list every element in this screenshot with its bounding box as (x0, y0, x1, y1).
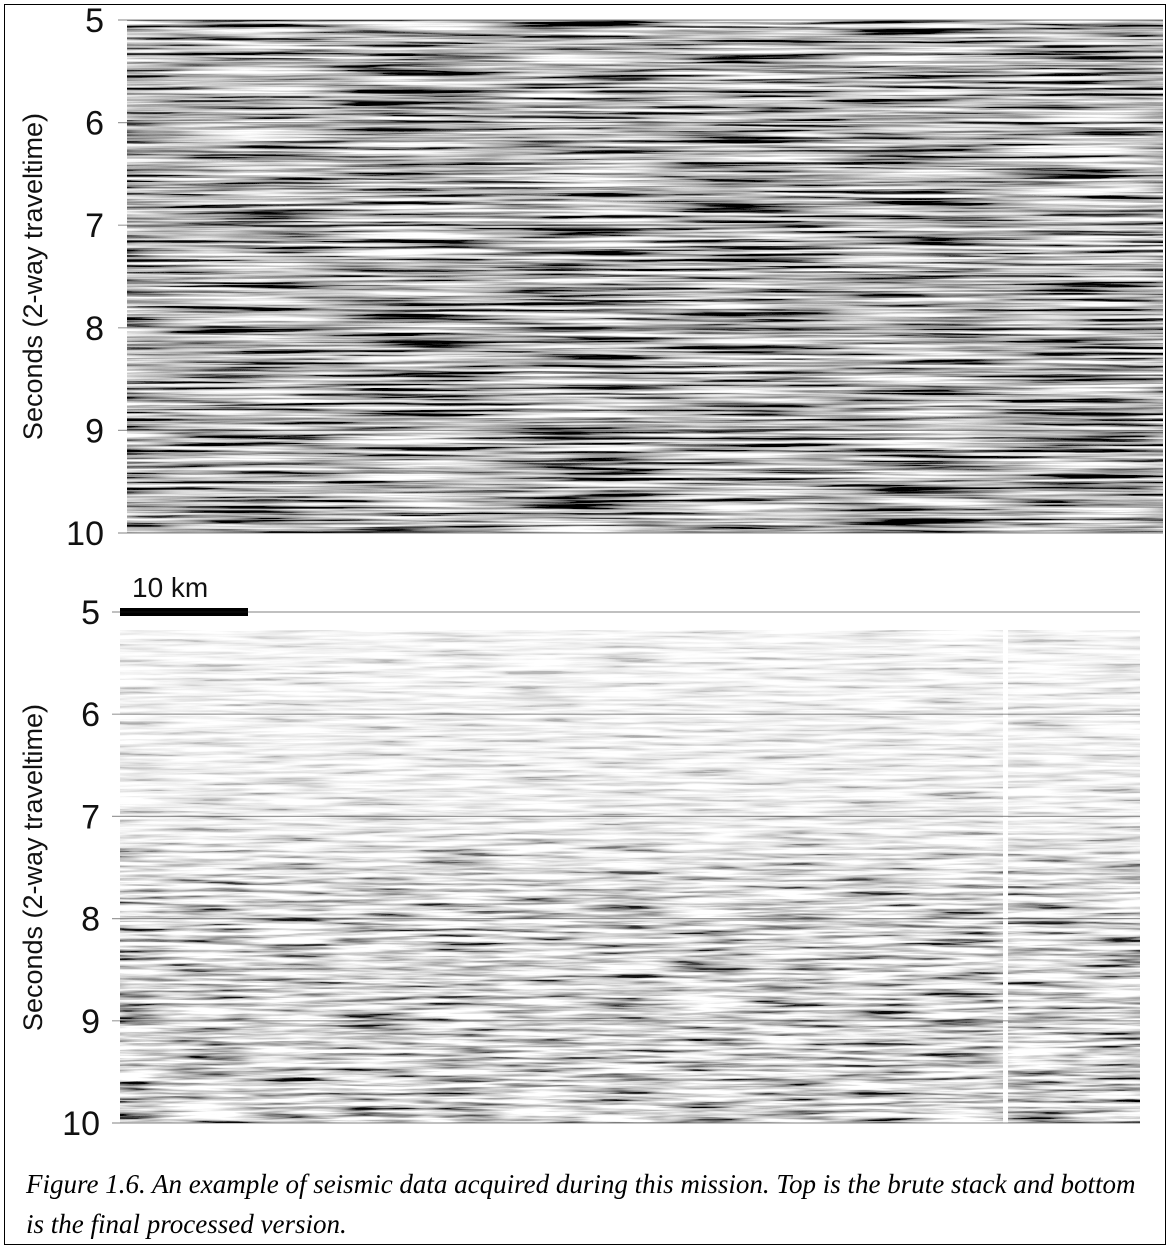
figure-caption: Figure 1.6. An example of seismic data a… (26, 1169, 1136, 1239)
y-tick-label: 9 (81, 1003, 100, 1041)
y-tick-label: 7 (81, 798, 100, 836)
figure-border (4, 4, 1166, 1245)
y-tick-label: 8 (81, 901, 100, 939)
scale-bar-label: 10 km (132, 572, 208, 603)
seismic-fade (120, 630, 1140, 1123)
y-tick-label: 5 (81, 594, 100, 632)
y-tick-label: 6 (81, 696, 100, 734)
y-axis-label: Seconds (2-way traveltime) (18, 704, 48, 1031)
y-tick-label: 8 (85, 310, 104, 348)
y-tick-label: 6 (85, 105, 104, 143)
data-gap (1003, 630, 1008, 1123)
y-tick-label: 10 (66, 515, 104, 553)
y-tick-label: 10 (62, 1105, 100, 1143)
y-tick-label: 9 (85, 412, 104, 450)
figure: 10 km 5 6 7 8 9 10 Seconds (2-way traveltime) 5… (18, 2, 1163, 1143)
scale-bar (120, 608, 248, 616)
y-axis-label: Seconds (2-way traveltime) (18, 113, 48, 440)
y-tick-label: 5 (85, 2, 104, 40)
seismic-section-brute (127, 20, 1163, 533)
y-tick-label: 7 (85, 207, 104, 245)
